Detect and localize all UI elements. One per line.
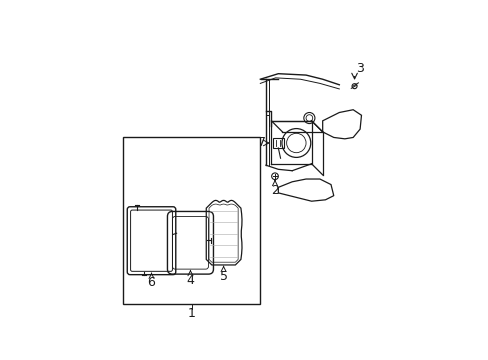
Text: 6: 6 bbox=[147, 273, 155, 289]
Text: 4: 4 bbox=[186, 271, 194, 287]
Text: 2: 2 bbox=[270, 180, 278, 197]
Text: 7: 7 bbox=[257, 136, 265, 149]
Text: 5: 5 bbox=[219, 266, 227, 283]
Text: 3: 3 bbox=[355, 62, 363, 75]
Bar bbox=[272, 138, 284, 148]
Text: 1: 1 bbox=[187, 307, 195, 320]
Bar bbox=[123, 138, 260, 304]
